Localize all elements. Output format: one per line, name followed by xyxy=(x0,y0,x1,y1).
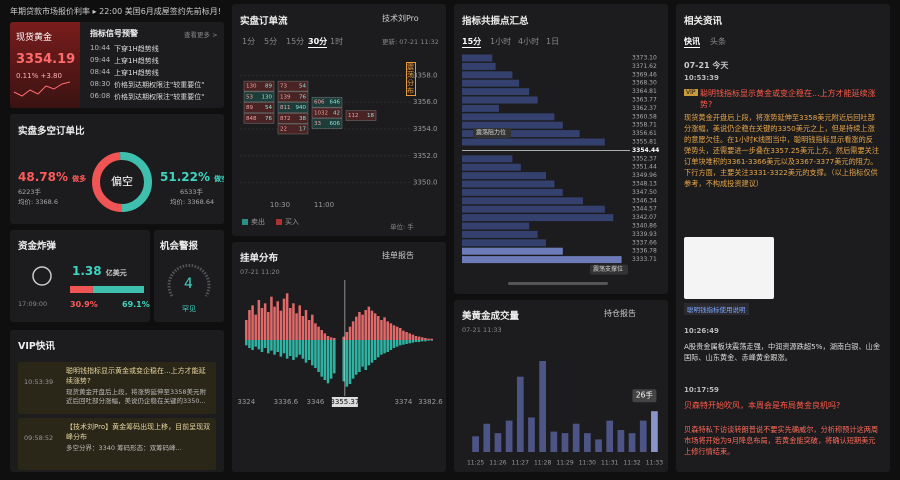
order-flow-panel: 实盘订单流 技术刘Pro 更新: 07-21 11:32 1分 5分 15分 30分 1… xyxy=(232,4,446,236)
news-item-title[interactable]: 聪明钱指标显示黄金或变企稳在...上方才能延续涨势? xyxy=(700,89,876,109)
tab[interactable]: 1小时 xyxy=(490,37,512,46)
resonance-title: 指标共振点汇总 xyxy=(462,16,529,27)
ratio-title: 实盘多空订单比 xyxy=(18,126,85,137)
quote-pct: 0.11% xyxy=(16,72,39,80)
vip-panel: VIP快讯 10:53:39 聪明钱指标显示黄金或变企稳在...上方才能延续涨势?… xyxy=(10,330,224,472)
ticker-event: 22:00 美国6月成屋签约先前标月! xyxy=(99,7,222,16)
short-avg: 均价: 3368.64 xyxy=(170,198,215,206)
vip-item[interactable] xyxy=(18,362,216,414)
vip-title: VIP快讯 xyxy=(18,341,55,352)
fund-buy: 69.1% xyxy=(122,300,150,309)
vip-item-body: 多空分界：3340 筹码形态：双筹码峰... xyxy=(66,444,182,452)
quote-price: 3354.19 xyxy=(16,52,76,67)
long-lots: 6223手 xyxy=(18,188,42,196)
volume-report[interactable]: 持仓报告 xyxy=(604,309,636,318)
short-side: 做空 xyxy=(214,175,224,183)
short-lots: 6533手 xyxy=(180,188,204,196)
signal-text: 下穿1H趋势线 xyxy=(114,45,159,53)
signal-time: 08:30 xyxy=(90,80,111,88)
signals-title: 指标信号预警 xyxy=(90,29,138,38)
short-pct: 51.22% xyxy=(160,170,210,184)
alert-title: 机会警报 xyxy=(160,241,199,252)
long-pct: 48.78% xyxy=(18,170,68,184)
news-badge: VIP xyxy=(684,89,698,96)
news-item-body: 贝森特私下访谈转朗普说不要实先确威尔，分析称预计这两周市场将开始为9月降息布局，… xyxy=(684,425,879,456)
tab[interactable]: 1日 xyxy=(546,37,560,46)
signal-time: 09:44 xyxy=(90,56,111,64)
quote-chg: +3.80 xyxy=(40,72,62,80)
news-caption[interactable]: 聪明钱指标使用说明 xyxy=(684,303,749,315)
order-flow-vertical[interactable]: 震荡分布 xyxy=(406,62,416,96)
news-date: 07-21 今天 xyxy=(684,61,729,70)
fund-sell: 30.9% xyxy=(70,300,98,309)
order-flow-title: 实盘订单流 xyxy=(240,16,288,27)
quote-name: 现货黄金 xyxy=(16,33,53,43)
fund-time: 17:09:00 xyxy=(18,300,48,308)
tab[interactable]: 快讯 xyxy=(684,37,700,48)
fund-unit: 亿美元 xyxy=(105,269,127,277)
signal-time: 06:08 xyxy=(90,92,111,100)
resonance-panel: 指标共振点汇总 15分 1小时 4小时 1日 xyxy=(454,4,668,294)
alert-rarity: 罕见 xyxy=(182,305,196,313)
order-book-time: 07-21 11:20 xyxy=(240,268,280,276)
tab[interactable]: 30分 xyxy=(308,37,328,48)
tab[interactable]: 15分 xyxy=(286,37,305,46)
news-item-body: 现货黄金开盘后上段，将涨势延伸至3358美元附近后回吐部分涨幅，美说仍企稳在关键… xyxy=(684,113,880,188)
fund-amount: 1.38 xyxy=(72,264,102,278)
vip-item-body: 现货黄金开盘后上段，将涨势延伸至3358美元附近后回吐部分涨幅，美说仍企稳在关键… xyxy=(66,388,207,405)
vip-time: 10:53:39 xyxy=(24,378,54,386)
news-time: 10:53:39 xyxy=(684,74,719,82)
tab[interactable]: 1时 xyxy=(330,37,344,46)
signal-text: 价格到达期权限注"较重要位" xyxy=(114,81,205,89)
long-avg: 均价: 3368.6 xyxy=(18,198,58,206)
signal-text: 上穿1H趋势线 xyxy=(114,57,159,65)
order-flow-unit: 单位: 手 xyxy=(390,223,414,231)
volume-panel: 美黄金成交量 持仓报告 07-21 11:33 xyxy=(454,300,668,472)
order-book-title: 挂单分布 xyxy=(240,253,279,264)
order-book-panel: 挂单分布 挂单报告 07-21 11:20 xyxy=(232,242,446,472)
news-image[interactable] xyxy=(684,237,774,299)
signal-time: 10:44 xyxy=(90,44,111,52)
ticker-text: 年期贷款市场报价利率 xyxy=(10,7,90,16)
quote-panel: 现货黄金 3354.19 0.11% +3.80 指标信号预警 查看更多 > 1… xyxy=(10,22,224,108)
signal-text: 价格到达期权限注"较重要位" xyxy=(114,93,205,101)
signals-more[interactable]: 查看更多 > xyxy=(184,31,218,39)
tab[interactable]: 4小时 xyxy=(518,37,540,46)
alert-level: 4 xyxy=(184,276,193,292)
long-side: 做多 xyxy=(72,175,87,183)
vip-time: 09:58:52 xyxy=(24,434,54,442)
order-book-report[interactable]: 挂单报告 xyxy=(382,251,414,260)
news-panel: 相关资讯 快讯 头条 07-21 今天 10:53:39 VIP 聪明钱指标显示黄金或… xyxy=(676,4,890,472)
news-time: 10:26:49 xyxy=(684,327,719,335)
tab[interactable]: 5分 xyxy=(264,37,278,46)
volume-title: 美黄金成交量 xyxy=(462,311,520,322)
order-flow-updated: 更新: 07-21 11:32 xyxy=(382,38,439,46)
vip-item[interactable] xyxy=(18,418,216,470)
fund-panel: 资金炸弹 1.38 亿美元 17:09:00 30.9% 69.1% xyxy=(10,230,150,322)
vip-item-title: 聪明钱指标显示黄金或变企稳在...上方才能延续涨势? xyxy=(66,367,206,385)
order-flow-report[interactable]: 技术刘Pro xyxy=(382,14,419,23)
volume-time: 07-21 11:33 xyxy=(462,326,502,334)
news-time: 10:17:59 xyxy=(684,386,719,394)
vip-item-title: 【技术刘Pro】黄金筹码出现上移，目前呈现双峰分布 xyxy=(66,423,211,441)
signal-text: 上穿1H趋势线 xyxy=(114,69,159,77)
signal-time: 08:44 xyxy=(90,68,111,76)
fund-title: 资金炸弹 xyxy=(18,241,57,252)
tab[interactable]: 头条 xyxy=(710,37,726,46)
tab[interactable]: 15分 xyxy=(462,37,482,48)
alert-panel: 机会警报 4 罕见 xyxy=(154,230,224,322)
ratio-panel: 实盘多空订单比 48.78% 做多 6223手 均价: 3368.6 51.22… xyxy=(10,114,224,224)
news-title: 相关资讯 xyxy=(684,16,723,27)
tab[interactable]: 1分 xyxy=(242,37,256,46)
news-item-title[interactable]: 贝森特开始吹风，本周会是布局黄金良机吗? xyxy=(684,401,841,410)
news-item-body: A股贵金属板块震荡走强，中润资源跌超5%，湖南白银、山金国际、山东黄金、赤峰黄金… xyxy=(684,342,880,362)
ticker[interactable]: 年期贷款市场报价利率 ▸ 22:00 美国6月成屋签约先前标月! xyxy=(10,7,222,16)
